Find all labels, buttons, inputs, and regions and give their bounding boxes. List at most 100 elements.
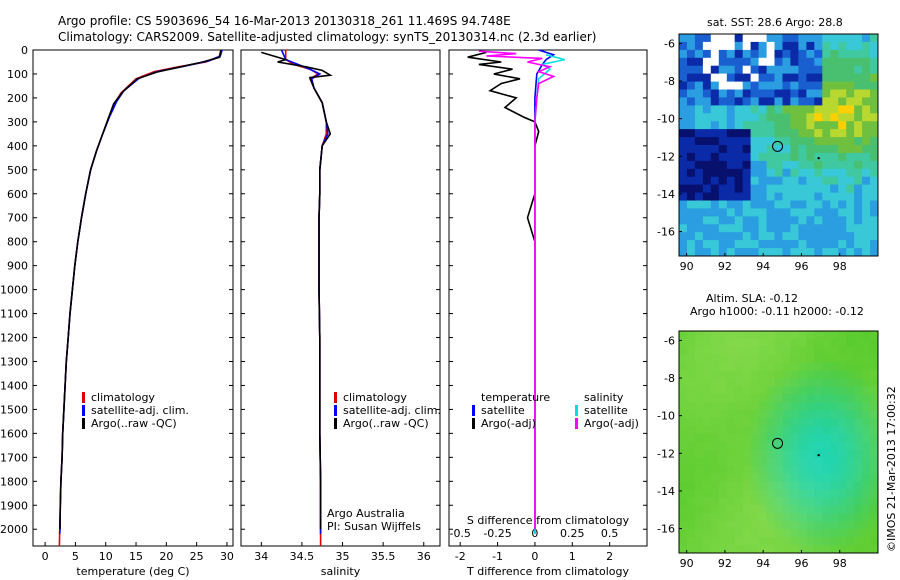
heatmap-cell: [758, 529, 768, 538]
heatmap-cell: [710, 473, 720, 483]
heatmap-cell: [718, 232, 728, 241]
heatmap-cell: [822, 521, 831, 530]
heatmap-cell: [814, 232, 823, 241]
heatmap-cell: [782, 113, 791, 122]
heatmap-cell: [679, 402, 688, 411]
salinity-legend: climatology satellite-adj. clim. Argo(..…: [332, 391, 441, 430]
heatmap-cell: [766, 497, 776, 506]
heatmap-cell: [870, 65, 879, 75]
heatmap-cell: [846, 73, 855, 82]
heatmap-cell: [790, 34, 799, 43]
heatmap-cell: [854, 192, 863, 201]
heatmap-cell: [854, 224, 863, 233]
heatmap-cell: [718, 378, 728, 387]
heatmap-cell: [710, 49, 720, 59]
heatmap-cell: [822, 489, 831, 498]
heatmap-cell: [710, 529, 720, 538]
heatmap-cell: [862, 176, 871, 186]
heatmap-cell: [822, 529, 831, 538]
map-y-tick-label: -12: [657, 447, 675, 460]
heatmap-cell: [742, 160, 752, 170]
heatmap-cell: [870, 248, 879, 257]
heatmap-cell: [734, 394, 744, 403]
heatmap-cell: [870, 121, 879, 130]
heatmap-cell: [694, 176, 704, 186]
heatmap-cell: [838, 240, 847, 249]
heatmap-cell: [814, 442, 823, 451]
heatmap-cell: [862, 442, 871, 451]
heatmap-cell: [766, 331, 776, 340]
heatmap-cell: [846, 129, 855, 138]
heatmap-cell: [687, 97, 696, 106]
heatmap-cell: [822, 362, 831, 372]
heatmap-cell: [702, 378, 712, 387]
heatmap-cell: [774, 129, 783, 138]
heatmap-cell: [830, 418, 839, 427]
heatmap-cell: [742, 434, 752, 443]
heatmap-cell: [870, 129, 879, 138]
map-y-tick-label: -12: [657, 150, 675, 163]
heatmap-cell: [862, 248, 871, 257]
heatmap-cell: [782, 378, 791, 387]
heatmap-cell: [862, 362, 871, 372]
y-tick-label: 1200: [0, 332, 28, 345]
heatmap-cell: [718, 49, 728, 59]
heatmap-cell: [822, 513, 831, 522]
heatmap-cell: [774, 537, 783, 546]
heatmap-cell: [870, 89, 879, 98]
x-tick-label: 36: [417, 550, 431, 563]
heatmap-cell: [838, 65, 847, 75]
heatmap-cell: [870, 457, 879, 467]
heatmap-cell: [798, 545, 807, 554]
heatmap-cell: [862, 168, 871, 178]
heatmap-cell: [838, 57, 847, 67]
heatmap-cell: [798, 152, 807, 162]
heatmap-cell: [798, 224, 807, 233]
heatmap-cell: [838, 402, 847, 411]
heatmap-cell: [814, 521, 823, 530]
heatmap-cell: [734, 41, 744, 51]
heatmap-cell: [766, 105, 776, 114]
heatmap-cell: [854, 529, 863, 538]
heatmap-cell: [766, 137, 776, 146]
heatmap-cell: [814, 513, 823, 522]
heatmap-cell: [679, 129, 688, 138]
heatmap-cell: [798, 354, 807, 364]
heatmap-cell: [854, 331, 863, 340]
heatmap-cell: [726, 184, 736, 193]
heatmap-cell: [798, 473, 807, 483]
heatmap-cell: [750, 410, 760, 419]
heatmap-cell: [766, 465, 776, 475]
heatmap-cell: [798, 121, 807, 130]
heatmap-cell: [710, 434, 720, 443]
heatmap-cell: [782, 418, 791, 427]
heatmap-cell: [822, 410, 831, 419]
heatmap-cell: [806, 378, 815, 387]
heatmap-cell: [814, 362, 823, 372]
heatmap-cell: [679, 545, 688, 554]
heatmap-cell: [830, 160, 839, 170]
heatmap-cell: [782, 160, 791, 170]
heatmap-cell: [687, 513, 696, 522]
heatmap-cell: [726, 378, 736, 387]
heatmap-cell: [846, 402, 855, 411]
heatmap-cell: [702, 65, 712, 75]
heatmap-cell: [718, 152, 728, 162]
heatmap-cell: [710, 537, 720, 546]
map-y-tick-label: -8: [664, 372, 675, 385]
heatmap-cell: [846, 216, 855, 225]
heatmap-cell: [694, 192, 704, 201]
heatmap-cell: [718, 442, 728, 451]
heatmap-cell: [870, 192, 879, 201]
heatmap-cell: [694, 224, 704, 233]
heatmap-cell: [702, 129, 712, 138]
heatmap-cell: [822, 192, 831, 201]
heatmap-cell: [694, 240, 704, 249]
heatmap-cell: [846, 113, 855, 122]
heatmap-cell: [687, 457, 696, 467]
heatmap-cell: [718, 105, 728, 114]
heatmap-cell: [718, 224, 728, 233]
heatmap-cell: [846, 331, 855, 340]
heatmap-cell: [710, 216, 720, 225]
heatmap-cell: [806, 81, 815, 90]
